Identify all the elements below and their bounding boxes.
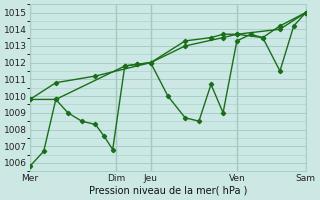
X-axis label: Pression niveau de la mer( hPa ): Pression niveau de la mer( hPa ) [89,186,247,196]
